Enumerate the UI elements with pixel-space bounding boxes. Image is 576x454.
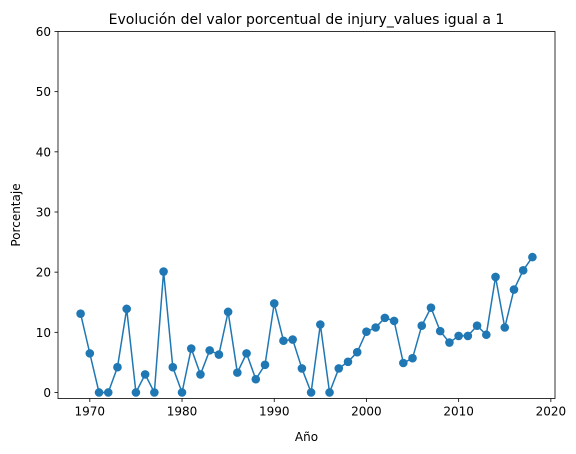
y-tick-label: 20: [36, 266, 51, 280]
data-point: [140, 370, 150, 379]
data-point: [260, 360, 270, 370]
data-point: [408, 353, 417, 363]
data-point: [399, 358, 408, 368]
data-point: [343, 357, 353, 367]
data-point: [103, 388, 113, 397]
y-tick-label: 30: [36, 205, 51, 219]
x-tick-label: 2010: [443, 405, 474, 419]
y-tick-label: 60: [36, 25, 51, 39]
data-point: [325, 388, 334, 397]
data-point: [334, 364, 344, 373]
data-point: [122, 304, 131, 314]
data-point: [380, 313, 390, 323]
x-tick-label: 2020: [536, 405, 567, 419]
data-point: [518, 266, 528, 275]
data-point: [113, 362, 122, 372]
data-point: [223, 307, 233, 317]
y-tick-label: 40: [36, 145, 51, 159]
data-point: [196, 370, 205, 379]
data-point: [131, 388, 141, 397]
data-point: [472, 321, 482, 331]
x-tick-label: 1980: [167, 405, 198, 419]
plot-frame: [57, 31, 556, 399]
data-point: [288, 335, 297, 344]
axes-layer: 1970 1980 1990 2000 2010 2020 0 10 20 30 40 50 60: [36, 25, 566, 419]
data-point: [94, 388, 104, 397]
data-point: [426, 303, 436, 312]
data-point: [85, 349, 95, 358]
y-tick-label: 0: [43, 386, 51, 400]
x-tick-label: 1990: [259, 405, 290, 419]
data-point: [389, 316, 399, 326]
data-point: [76, 309, 85, 318]
data-point: [316, 320, 325, 329]
data-point: [352, 347, 362, 357]
data-point: [186, 344, 196, 353]
data-point: [435, 326, 445, 336]
y-axis-label: Porcentaje: [9, 183, 23, 246]
data-point: [371, 323, 380, 332]
y-tick-label: 10: [36, 326, 51, 340]
data-point: [159, 267, 168, 276]
chart-title: Evolución del valor porcentual de injury…: [109, 12, 505, 28]
data-point: [482, 330, 491, 340]
data-point: [445, 338, 454, 347]
data-point: [509, 285, 519, 294]
x-tick-label: 1970: [75, 405, 106, 419]
data-point: [214, 350, 224, 359]
y-tick-label: 50: [36, 85, 51, 99]
x-tick-label: 2000: [351, 405, 382, 419]
x-axis-label: Año: [295, 430, 318, 444]
data-point: [205, 346, 214, 355]
data-point: [417, 321, 427, 331]
data-point: [463, 331, 473, 341]
data-point: [177, 388, 187, 397]
data-point: [269, 299, 279, 308]
data-point: [150, 388, 159, 397]
data-point: [251, 374, 261, 384]
data-point: [306, 388, 316, 397]
data-point: [242, 349, 251, 358]
data-point: [500, 323, 510, 332]
data-point: [528, 252, 537, 262]
data-point: [168, 362, 178, 372]
series-layer: [76, 252, 537, 397]
data-point: [454, 331, 463, 341]
data-point: [362, 327, 371, 337]
data-point: [233, 368, 242, 377]
data-point: [297, 364, 307, 373]
data-point: [491, 272, 500, 282]
data-point: [279, 336, 288, 346]
